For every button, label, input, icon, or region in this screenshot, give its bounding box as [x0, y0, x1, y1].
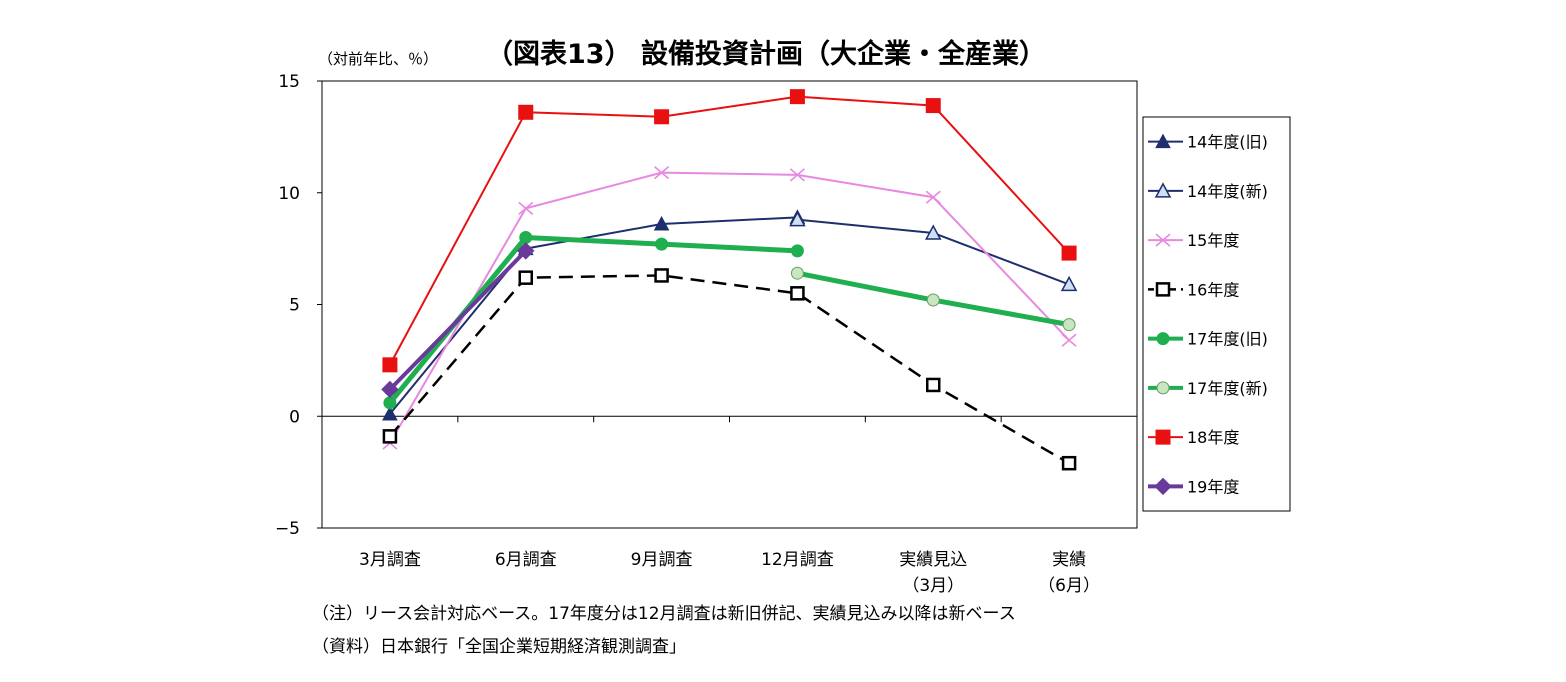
data-point — [790, 286, 805, 301]
legend-label: 17年度(新) — [1187, 379, 1268, 398]
y-tick-label: 15 — [278, 72, 300, 92]
legend-marker — [1155, 233, 1171, 247]
legend-item: 17年度(旧) — [1148, 330, 1268, 349]
data-point — [654, 109, 670, 125]
data-point — [517, 242, 535, 260]
data-point — [654, 166, 670, 180]
legend-label: 17年度(旧) — [1187, 330, 1268, 349]
data-point — [381, 380, 399, 399]
legend-marker — [1155, 429, 1171, 445]
y-tick-label: −5 — [275, 519, 300, 539]
legend-item: 18年度 — [1148, 428, 1239, 447]
data-point — [382, 429, 398, 444]
y-tick-label: 0 — [289, 407, 300, 427]
x-stroke — [654, 166, 670, 180]
series-line — [388, 274, 1070, 465]
data-point — [789, 89, 805, 105]
data-point — [1060, 275, 1078, 292]
legend-item: 14年度(新) — [1148, 182, 1268, 201]
data-point — [383, 396, 397, 410]
x-tick-label: 3月調査 — [359, 550, 421, 570]
series-line — [389, 171, 1070, 444]
series-1 — [789, 210, 1078, 292]
legend-marker — [1156, 332, 1170, 346]
series-layer — [381, 89, 1078, 471]
data-point — [1062, 318, 1076, 332]
legend-label: 14年度(新) — [1187, 182, 1268, 201]
x-tick-sublabel: （6月） — [1038, 576, 1100, 596]
data-point — [518, 201, 534, 216]
data-point — [789, 168, 805, 182]
x-axis: 3月調査 6月調査 9月調査 12月調査 実績見込 （3月） 実績 （6月） — [359, 416, 1100, 596]
legend-marker — [1155, 133, 1171, 149]
legend-label: 15年度 — [1187, 231, 1239, 250]
data-point — [1061, 245, 1077, 261]
series-line — [387, 234, 798, 405]
legend-marker — [1155, 282, 1171, 297]
series-0 — [382, 209, 806, 421]
data-point — [924, 224, 942, 240]
legend-item: 14年度(旧) — [1148, 133, 1268, 152]
series-2 — [382, 166, 1077, 450]
plot-border — [321, 80, 1138, 529]
data-point — [925, 190, 941, 204]
plot-area — [321, 80, 1138, 529]
y-tick-label: 10 — [278, 184, 300, 204]
data-point — [789, 210, 806, 227]
legend-item: 16年度 — [1148, 280, 1239, 299]
legend-item: 15年度 — [1148, 231, 1239, 250]
series-3 — [382, 268, 1077, 471]
legend-label: 14年度(旧) — [1187, 133, 1268, 152]
legend-item: 19年度 — [1148, 477, 1239, 496]
x-tick-label: 実績 — [1052, 550, 1086, 570]
x-stroke — [925, 190, 941, 204]
series-line — [388, 249, 528, 391]
legend-marker — [1154, 477, 1172, 496]
x-tick-label: 9月調査 — [631, 550, 693, 570]
x-tick-sublabel: （3月） — [902, 576, 964, 596]
x-tick-label: 6月調査 — [495, 550, 557, 570]
x-stroke — [1061, 333, 1077, 347]
legend-box — [1142, 116, 1291, 512]
data-point — [654, 268, 669, 283]
data-point — [518, 104, 534, 120]
x-stroke — [789, 168, 805, 182]
data-point — [653, 215, 670, 231]
legend-label: 18年度 — [1187, 428, 1239, 447]
series-line — [389, 95, 1070, 366]
series-7 — [381, 242, 535, 399]
data-point — [925, 98, 941, 114]
series-line — [389, 216, 798, 415]
legend-label: 16年度 — [1187, 280, 1239, 299]
source-note: （資料）日本銀行「全国企業短期経済観測調査」 — [312, 637, 686, 657]
data-point — [790, 244, 804, 258]
y-axis-unit-label: （対前年比、％） — [318, 50, 438, 68]
series-6 — [382, 89, 1077, 373]
data-point — [926, 293, 940, 307]
data-point — [790, 266, 804, 280]
data-point — [1061, 333, 1077, 347]
legend: 14年度(旧) 14年度(新) 15年度 16年度 17年度(旧) 17年度(新) 18年度… — [1142, 116, 1291, 512]
y-tick-label: 5 — [289, 296, 300, 316]
x-stroke — [1155, 233, 1171, 247]
data-point — [518, 270, 533, 285]
x-tick-label: 12月調査 — [761, 550, 834, 570]
x-tick-label: 実績見込 — [899, 550, 967, 570]
x-stroke — [518, 201, 534, 216]
series-5 — [790, 266, 1076, 332]
data-point — [926, 377, 941, 393]
legend-marker — [1156, 381, 1170, 395]
data-point — [655, 237, 669, 251]
data-point — [382, 405, 398, 421]
y-axis: 15 10 5 0 −5 — [275, 72, 322, 539]
data-point — [1061, 455, 1077, 471]
legend-marker — [1154, 182, 1172, 198]
footnote: （注）リース会計対応ベース。17年度分は12月調査は新旧併記、実績見込み以降は新… — [312, 604, 1016, 624]
legend-item: 17年度(新) — [1148, 379, 1268, 398]
data-point — [382, 357, 398, 373]
chart-title: （図表13） 設備投資計画（大企業・全産業） — [486, 38, 1046, 70]
data-point — [519, 230, 533, 244]
legend-label: 19年度 — [1187, 477, 1239, 496]
